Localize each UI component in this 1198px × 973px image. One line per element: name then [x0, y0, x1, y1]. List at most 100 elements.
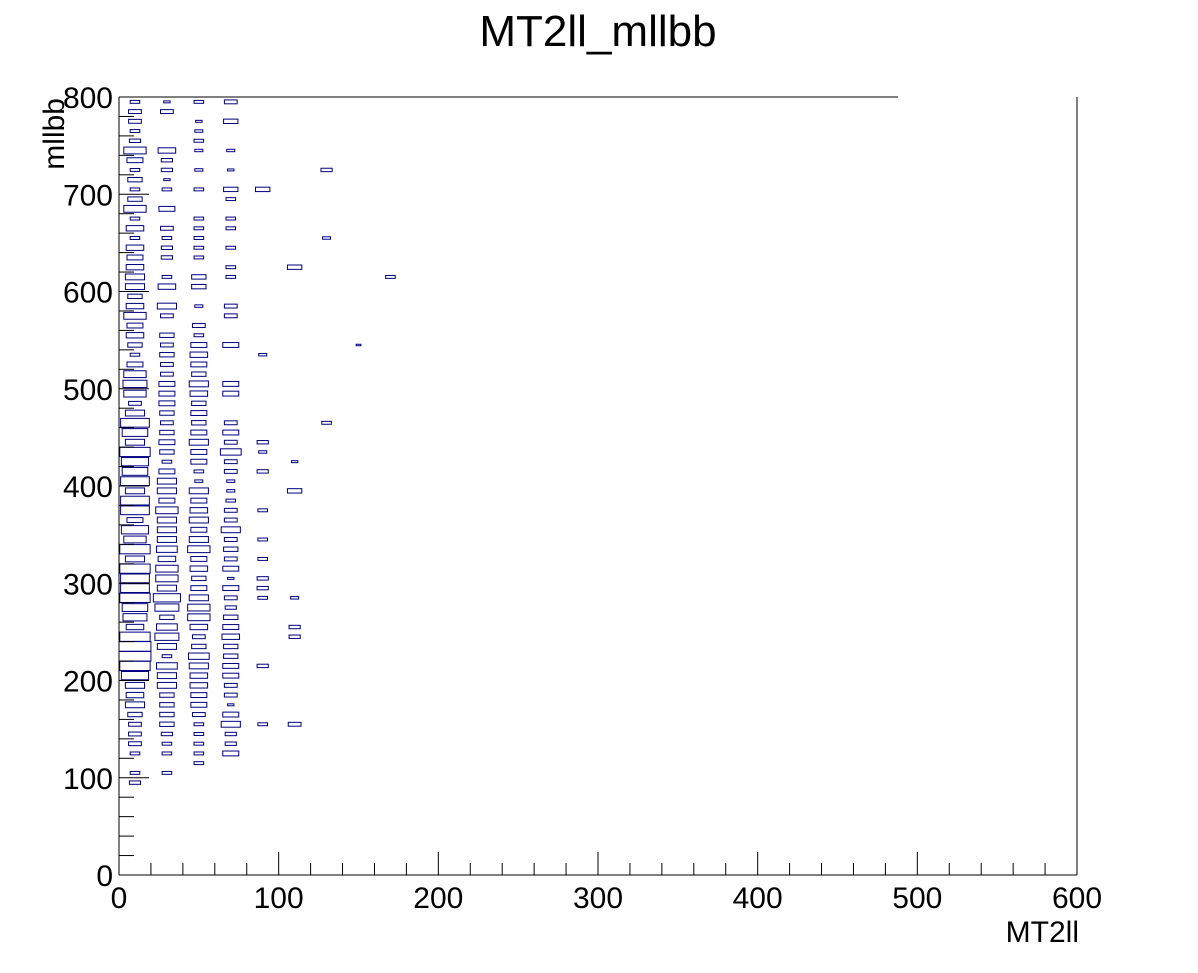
- heatmap-bin-box: [191, 400, 207, 407]
- heatmap-bin-box: [290, 460, 299, 464]
- heatmap-bin-box: [129, 751, 141, 756]
- heatmap-bin-box: [123, 311, 147, 320]
- heatmap-bin-box: [119, 446, 151, 458]
- heatmap-bin-box: [123, 389, 147, 398]
- heatmap-bin-box: [222, 390, 240, 397]
- heatmap-bin-box: [129, 129, 141, 134]
- y-tick-label: 300: [63, 568, 113, 601]
- heatmap-bin-box: [156, 477, 177, 485]
- heatmap-bin-box: [156, 623, 178, 631]
- heatmap-bin-box: [155, 564, 179, 573]
- heatmap-bin-box: [155, 506, 179, 515]
- heatmap-bin-box: [128, 109, 142, 115]
- heatmap-bin-box: [223, 186, 239, 193]
- heatmap-bin-box: [128, 721, 142, 727]
- heatmap-bin-box: [128, 731, 142, 737]
- heatmap-bin-box: [226, 148, 236, 153]
- heatmap-bin-box: [158, 400, 176, 407]
- heatmap-bin-box: [188, 594, 209, 602]
- ticks-layer: [118, 96, 1078, 876]
- heatmap-bin-box: [223, 420, 238, 426]
- heatmap-bin-box: [194, 148, 204, 153]
- heatmap-bin-box: [256, 663, 269, 669]
- heatmap-bin-box: [225, 265, 237, 270]
- heatmap-bin-box: [193, 226, 205, 231]
- heatmap-bin-box: [156, 662, 178, 670]
- heatmap-bin-box: [126, 322, 144, 329]
- heatmap-bin-box: [193, 469, 205, 474]
- heatmap-bin-box: [156, 672, 177, 680]
- heatmap-bin-box: [222, 711, 240, 718]
- heatmap-bin-box: [156, 487, 177, 495]
- heatmap-bin-box: [187, 613, 211, 622]
- heatmap-bin-box: [257, 595, 268, 600]
- heatmap-bin-box: [163, 100, 171, 104]
- heatmap-bin-box: [189, 507, 209, 514]
- heatmap-bin-box: [123, 370, 147, 379]
- heatmap-bin-box: [190, 526, 208, 533]
- heatmap-bin-box: [127, 176, 143, 183]
- heatmap-bin-box: [256, 440, 269, 445]
- heatmap-bin-box: [161, 236, 173, 240]
- heatmap-bin-box: [126, 157, 144, 164]
- heatmap-bin-box: [156, 643, 177, 650]
- y-tick-label: 600: [63, 277, 113, 310]
- heatmap-bin-box: [160, 158, 173, 163]
- heatmap-bin-box: [223, 643, 239, 650]
- heatmap-bin-box: [122, 613, 148, 622]
- heatmap-bin-box: [223, 459, 238, 465]
- heatmap-bin-box: [193, 741, 205, 746]
- heatmap-bin-box: [159, 702, 175, 708]
- heatmap-bin-box: [161, 459, 173, 464]
- heatmap-bin-box: [121, 428, 149, 437]
- heatmap-bin-box: [288, 624, 301, 630]
- heatmap-bin-box: [124, 555, 146, 563]
- heatmap-bin-box: [191, 634, 206, 640]
- heatmap-bin-box: [156, 526, 177, 534]
- heatmap-bin-box: [127, 342, 143, 348]
- heatmap-bin-box: [223, 537, 238, 542]
- heatmap-bin-box: [128, 741, 142, 747]
- heatmap-bin-box: [152, 593, 181, 603]
- heatmap-bin-box: [191, 274, 207, 280]
- heatmap-bin-box: [158, 205, 176, 212]
- heatmap-bin-box: [158, 439, 176, 446]
- heatmap-bin-box: [189, 623, 209, 631]
- heatmap-bin-box: [160, 731, 173, 737]
- heatmap-bin-box: [159, 332, 175, 338]
- heatmap-bin-box: [256, 469, 269, 474]
- heatmap-bin-box: [119, 544, 151, 555]
- heatmap-bin-box: [156, 681, 177, 689]
- heatmap-bin-box: [125, 332, 145, 339]
- heatmap-bin-box: [124, 487, 146, 495]
- heatmap-bin-box: [222, 380, 240, 387]
- heatmap-bin-box: [127, 711, 143, 718]
- heatmap-bin-box: [163, 178, 171, 182]
- heatmap-bin-box: [193, 751, 205, 756]
- heatmap-bin-box: [190, 342, 208, 348]
- frame-layer: [118, 96, 1078, 876]
- heatmap-bin-box: [159, 711, 175, 718]
- heatmap-bin-box: [161, 187, 173, 192]
- heatmap-bin-box: [191, 575, 207, 582]
- heatmap-bin-box: [194, 129, 204, 133]
- heatmap-bin-box: [158, 390, 176, 397]
- heatmap-bin-box: [194, 168, 204, 172]
- heatmap-bin-box: [355, 343, 362, 347]
- heatmap-bin-box: [194, 304, 204, 308]
- heatmap-bin-box: [156, 584, 177, 592]
- heatmap-bin-box: [161, 741, 173, 746]
- y-tick-label: 0: [96, 860, 113, 893]
- heatmap-bin-box: [225, 197, 237, 202]
- heatmap-bin-box: [124, 681, 146, 689]
- heatmap-bin-box: [127, 196, 143, 202]
- heatmap-bin-box: [256, 585, 269, 591]
- heatmap-bin-box: [193, 245, 205, 250]
- heatmap-bin-box: [322, 236, 332, 240]
- heatmap-bin-box: [161, 751, 173, 756]
- heatmap-bin-box: [190, 449, 208, 455]
- heatmap-bin-box: [222, 624, 240, 630]
- heatmap-bin-box: [286, 264, 303, 270]
- heatmap-bin-box: [257, 537, 268, 542]
- heatmap-bin-box: [119, 660, 151, 672]
